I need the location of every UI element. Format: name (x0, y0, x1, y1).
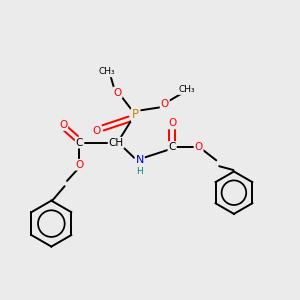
Text: N: N (136, 155, 144, 165)
Text: CH: CH (109, 138, 124, 148)
Text: H: H (136, 167, 143, 176)
Text: C: C (76, 138, 83, 148)
Text: CH₃: CH₃ (178, 85, 195, 94)
Text: O: O (160, 99, 169, 110)
Text: O: O (168, 118, 176, 128)
Text: O: O (194, 142, 203, 152)
Text: P: P (132, 108, 139, 121)
Text: C: C (168, 142, 176, 152)
Text: O: O (75, 160, 83, 170)
Text: O: O (59, 120, 67, 130)
Text: O: O (93, 126, 101, 136)
Text: O: O (113, 88, 122, 98)
Text: CH₃: CH₃ (99, 68, 116, 76)
